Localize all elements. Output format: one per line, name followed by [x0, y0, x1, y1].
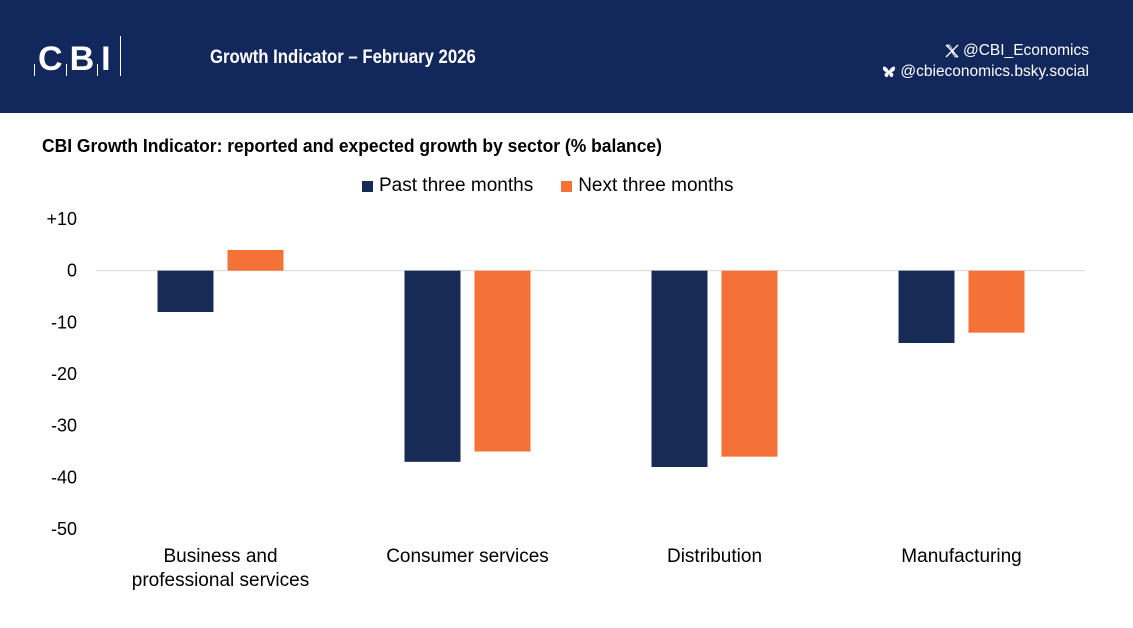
y-tick-label: -40	[51, 467, 77, 487]
chart-legend: Past three months Next three months	[362, 175, 761, 197]
y-tick-label: -20	[51, 364, 77, 384]
bar-past	[651, 270, 708, 467]
category-label: professional services	[132, 570, 309, 591]
bar-past	[404, 270, 461, 462]
legend-item-past: Past three months	[362, 175, 533, 197]
legend-label-next: Next three months	[578, 175, 734, 196]
bar-past	[157, 270, 214, 312]
x-handle-row[interactable]: @CBI_Economics	[882, 40, 1089, 61]
y-tick-label: -50	[51, 519, 77, 539]
legend-swatch-past	[362, 180, 373, 192]
bar-next	[968, 270, 1025, 333]
bluesky-butterfly-icon	[883, 66, 896, 77]
category-label: Business and	[163, 546, 277, 567]
bar-past	[898, 270, 955, 343]
social-handles: @CBI_Economics @cbieconomics.bsky.social	[882, 40, 1089, 82]
legend-swatch-next	[561, 180, 573, 192]
chart-title: CBI Growth Indicator: reported and expec…	[42, 136, 662, 156]
y-tick-label: 0	[67, 261, 77, 281]
bluesky-handle-row[interactable]: @cbieconomics.bsky.social	[882, 61, 1089, 82]
legend-label-past: Past three months	[379, 175, 534, 196]
y-tick-label: -30	[51, 416, 77, 436]
x-handle[interactable]: @CBI_Economics	[963, 42, 1089, 59]
category-label: Distribution	[667, 546, 762, 567]
logo-letter-i: I	[101, 40, 111, 78]
bluesky-handle[interactable]: @cbieconomics.bsky.social	[900, 63, 1089, 80]
logo-letter-b: B	[69, 40, 95, 78]
bar-next	[474, 270, 531, 452]
category-label: Manufacturing	[901, 546, 1021, 567]
report-title: Growth Indicator – February 2026	[210, 47, 476, 68]
category-label: Consumer services	[386, 546, 549, 567]
legend-item-next: Next three months	[561, 175, 733, 197]
y-tick-label: +10	[46, 209, 77, 229]
bar-next	[721, 270, 778, 457]
x-icon	[945, 44, 959, 57]
header-banner: C B I Growth Indicator – February 2026 @…	[0, 0, 1133, 113]
bar-next	[227, 250, 284, 271]
logo-letter-c: C	[38, 40, 63, 78]
cbi-logo: C B I	[34, 34, 121, 76]
y-tick-label: -10	[51, 312, 77, 332]
